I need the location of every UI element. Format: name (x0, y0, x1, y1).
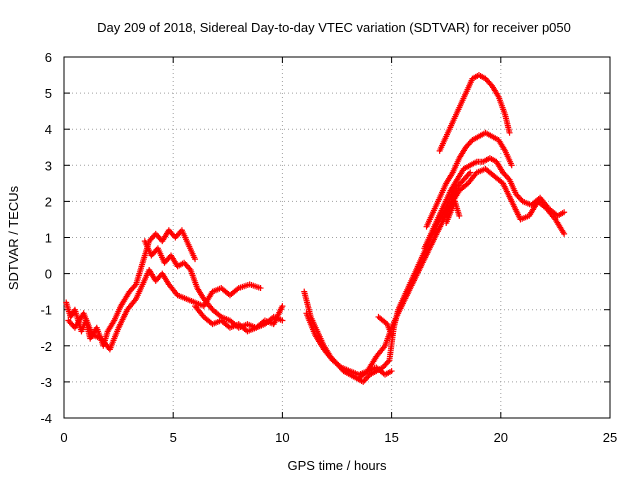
data-point (456, 212, 463, 219)
data-point (257, 285, 264, 292)
series-arc-4 (192, 303, 286, 335)
series-arc-11 (375, 313, 395, 338)
axis-ticks: 0 5 10 15 20 25 -4 -3 -2 -1 0 1 2 3 4 5 6 (40, 50, 617, 445)
y-tick-label: -4 (40, 411, 52, 426)
grid (64, 57, 610, 418)
y-tick-label: 0 (45, 267, 52, 282)
data-point (561, 209, 568, 216)
series-arc-8 (421, 155, 568, 252)
data-point (388, 331, 395, 338)
x-tick-label: 0 (60, 430, 67, 445)
series-arc-9 (423, 129, 515, 230)
series-arc-3 (141, 238, 286, 331)
series-arc-10 (436, 72, 513, 154)
y-tick-label: 4 (45, 122, 52, 137)
x-tick-label: 20 (494, 430, 508, 445)
data-point (279, 317, 286, 324)
data-points (63, 72, 568, 385)
x-tick-label: 15 (384, 430, 398, 445)
x-tick-label: 10 (275, 430, 289, 445)
y-axis-label: SDTVAR / TECUs (6, 185, 21, 290)
series-arc-7 (355, 165, 568, 382)
y-tick-label: -2 (40, 339, 52, 354)
data-point (467, 169, 474, 176)
data-point (279, 303, 286, 310)
y-tick-label: 1 (45, 231, 52, 246)
series-arc-2 (65, 266, 264, 353)
data-point (192, 256, 199, 263)
y-tick-label: 6 (45, 50, 52, 65)
data-point (508, 162, 515, 169)
y-tick-label: 2 (45, 194, 52, 209)
y-tick-label: 5 (45, 86, 52, 101)
y-tick-label: -3 (40, 375, 52, 390)
series-arc-1 (63, 227, 199, 349)
series-arc-12 (443, 198, 463, 227)
y-tick-label: 3 (45, 158, 52, 173)
x-tick-label: 5 (170, 430, 177, 445)
chart-title: Day 209 of 2018, Sidereal Day-to-day VTE… (97, 20, 571, 35)
data-point (388, 368, 395, 375)
x-axis-label: GPS time / hours (288, 458, 387, 473)
data-point (506, 129, 513, 136)
x-tick-label: 25 (603, 430, 617, 445)
data-point (561, 230, 568, 237)
y-tick-label: -1 (40, 303, 52, 318)
